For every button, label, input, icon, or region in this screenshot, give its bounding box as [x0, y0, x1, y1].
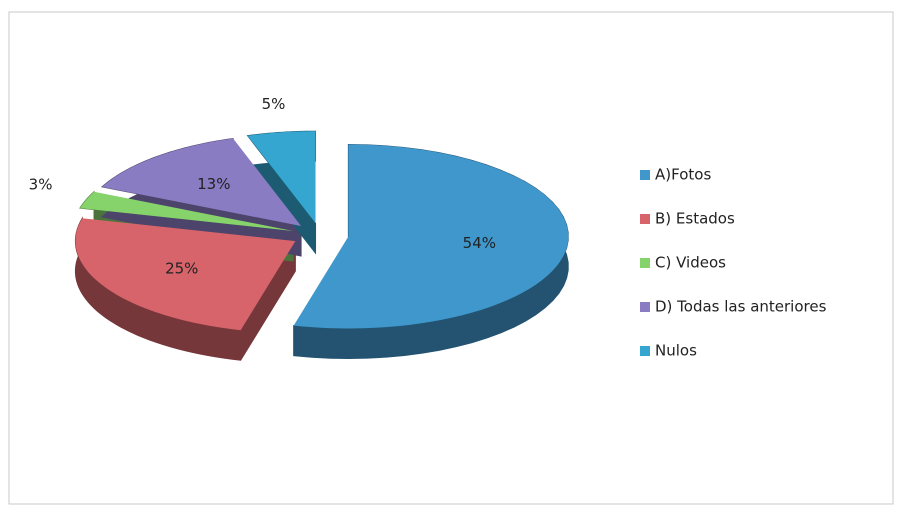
legend-label: C) Videos: [655, 254, 726, 272]
slice: [75, 218, 296, 331]
slice: [293, 144, 569, 329]
slice: [80, 191, 294, 231]
data-label: 54%: [463, 234, 496, 252]
legend-label: B) Estados: [655, 210, 735, 228]
legend-swatch: [640, 214, 650, 224]
legend-swatch: [640, 346, 650, 356]
slice: [247, 131, 316, 224]
slice-tops: [75, 131, 569, 331]
legend-swatch: [640, 258, 650, 268]
data-label: 25%: [165, 260, 198, 278]
legend-label: A)Fotos: [655, 166, 711, 184]
legend-swatch: [640, 302, 650, 312]
data-label: 3%: [29, 175, 53, 193]
data-label: 5%: [262, 95, 286, 113]
legend-swatch: [640, 170, 650, 180]
slice: [102, 138, 302, 227]
legend-label: D) Todas las anteriores: [655, 298, 827, 316]
data-label: 13%: [197, 175, 230, 193]
legend-label: Nulos: [655, 342, 697, 360]
slice-side: [246, 130, 317, 255]
